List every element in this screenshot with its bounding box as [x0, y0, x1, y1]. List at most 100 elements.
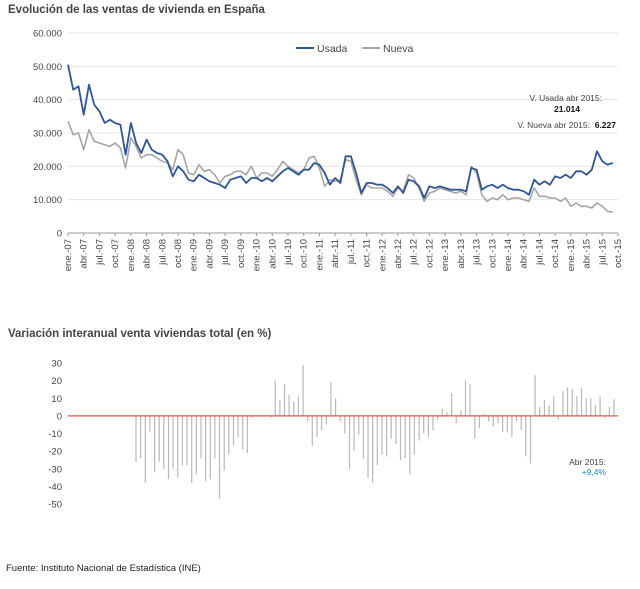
- x-tick-label: jul.-09: [220, 239, 231, 266]
- y-tick-label: 20.000: [33, 162, 62, 173]
- yoy-bar: [163, 415, 165, 469]
- yoy-bar: [483, 414, 485, 416]
- yoy-bar: [218, 415, 221, 499]
- yoy-bar: [395, 415, 397, 445]
- x-tick-label: oct.-14: [550, 239, 561, 268]
- yoy-bar: [464, 380, 467, 416]
- yoy-bar: [548, 405, 550, 416]
- sales-line-chart: 60.00050.00040.00030.00020.00010.0000ene…: [33, 29, 624, 272]
- yoy-bar: [594, 405, 596, 416]
- yoy-bar: [502, 415, 504, 432]
- yoy-bar: [437, 415, 439, 420]
- yoy-bar: [427, 415, 429, 438]
- yoy-bar: [228, 415, 230, 455]
- yoy-bar: [423, 415, 425, 434]
- yoy-bar: [191, 415, 193, 483]
- y-tick-label: -40: [48, 482, 62, 493]
- yoy-bar: [418, 415, 420, 441]
- yoy-bar: [209, 415, 211, 480]
- y-tick-label: 10.000: [33, 195, 62, 206]
- chart1-title: Evolución de las ventas de vivienda en E…: [8, 4, 265, 16]
- x-tick-label: jul.-12: [409, 239, 420, 266]
- yoy-bar: [321, 415, 323, 430]
- x-tick-label: oct.-11: [362, 239, 373, 267]
- yoy-bar: [167, 415, 170, 480]
- yoy-bar: [297, 396, 299, 416]
- x-tick-label: ene.-14: [503, 239, 514, 271]
- annotation-yoy-label: Abr 2015:: [569, 457, 606, 467]
- yoy-bar: [223, 415, 225, 471]
- yoy-bar: [399, 415, 402, 460]
- yoy-bar: [348, 415, 351, 469]
- yoy-bar: [432, 415, 434, 430]
- yoy-bar: [172, 415, 174, 469]
- yoy-bar: [613, 399, 615, 416]
- y-tick-label: 30.000: [33, 129, 62, 140]
- x-tick-label: oct.-10: [299, 239, 310, 268]
- y-tick-label: 0: [57, 411, 62, 422]
- yoy-bar: [205, 415, 207, 482]
- yoy-bar: [237, 415, 239, 438]
- yoy-bar: [144, 415, 146, 483]
- yoy-bar: [200, 415, 202, 459]
- yoy-bar: [497, 415, 499, 423]
- x-tick-label: abr.-11: [330, 239, 341, 268]
- yoy-bar: [441, 408, 443, 416]
- yoy-bar: [460, 410, 462, 416]
- x-tick-label: abr.-12: [393, 239, 404, 269]
- x-tick-label: ene.-09: [189, 239, 200, 271]
- y-tick-label: 10: [51, 394, 62, 405]
- yoy-bar: [302, 364, 304, 416]
- yoy-bar: [576, 396, 578, 416]
- yoy-bar: [506, 415, 508, 432]
- yoy-bar: [539, 407, 541, 416]
- yoy-bar: [140, 415, 142, 459]
- annotation-usada-label: V. Usada abr 2015:: [530, 93, 602, 103]
- yoy-bar: [488, 415, 490, 422]
- yoy-bar: [251, 415, 253, 418]
- legend-label-nueva: Nueva: [383, 43, 414, 55]
- yoy-bar: [562, 391, 564, 416]
- x-tick-label: ene.-15: [566, 239, 577, 271]
- y-tick-label: -50: [48, 500, 62, 511]
- yoy-bar: [404, 415, 406, 459]
- yoy-bar: [288, 394, 290, 416]
- yoy-bar: [413, 415, 415, 455]
- yoy-bar: [478, 415, 480, 429]
- yoy-bar: [451, 393, 453, 416]
- yoy-bar: [158, 415, 160, 462]
- yoy-bar: [446, 412, 448, 416]
- yoy-bar: [149, 415, 151, 432]
- yoy-bar: [492, 415, 494, 427]
- yoy-bar: [557, 415, 559, 420]
- yoy-bar: [543, 400, 545, 416]
- yoy-bar: [325, 415, 327, 425]
- x-tick-label: ene.-08: [126, 239, 137, 271]
- yoy-bar: [279, 400, 281, 416]
- y-tick-label: 30: [51, 359, 62, 370]
- usada-series-line: [67, 64, 614, 199]
- x-tick-label: abr.-13: [456, 239, 467, 269]
- yoy-bar: [515, 415, 518, 422]
- x-tick-label: abr.-15: [582, 239, 593, 269]
- yoy-bar: [330, 382, 332, 416]
- yoy-bar: [585, 398, 587, 416]
- y-tick-label: 50.000: [33, 62, 62, 73]
- yoy-bar: [181, 415, 183, 466]
- y-tick-label: -20: [48, 447, 62, 458]
- yoy-bar: [590, 398, 592, 416]
- yoy-bar: [283, 384, 286, 416]
- x-tick-label: oct.-08: [173, 239, 184, 268]
- yoy-bar: [520, 415, 522, 430]
- yoy-bar: [274, 380, 276, 416]
- yoy-bar: [335, 398, 337, 416]
- x-tick-label: ene.-11: [314, 239, 325, 271]
- yoy-bar: [386, 415, 388, 457]
- yoy-bar: [186, 415, 188, 466]
- y-tick-label: -10: [48, 429, 62, 440]
- x-tick-label: abr.-10: [267, 239, 278, 269]
- yoy-bar: [246, 415, 248, 453]
- yoy-bar: [390, 415, 392, 439]
- yoy-bar: [599, 396, 601, 416]
- x-tick-label: abr.-07: [79, 239, 90, 269]
